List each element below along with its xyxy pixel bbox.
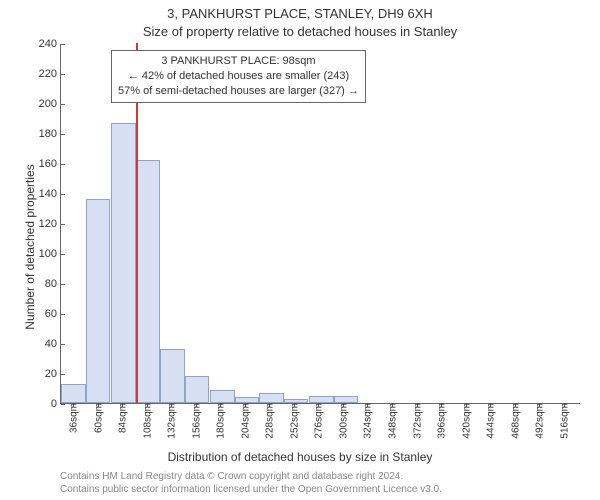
x-tick: 324sqm: [361, 403, 374, 439]
x-tick: 468sqm: [508, 403, 521, 439]
y-tick: 60: [23, 308, 61, 320]
chart-title-line1: 3, PANKHURST PLACE, STANLEY, DH9 6XH: [0, 6, 600, 21]
y-tick: 120: [23, 218, 61, 230]
y-tick: 200: [23, 98, 61, 110]
histogram-bar: [259, 393, 284, 404]
y-tick: 20: [23, 368, 61, 380]
histogram-bar: [160, 349, 185, 403]
attribution-line1: Contains HM Land Registry data © Crown c…: [60, 471, 442, 484]
x-axis-label: Distribution of detached houses by size …: [0, 450, 600, 464]
histogram-bar: [61, 384, 86, 404]
histogram-bar: [284, 399, 309, 404]
attribution-line2: Contains public sector information licen…: [60, 484, 442, 497]
y-tick: 140: [23, 188, 61, 200]
x-tick: 60sqm: [91, 403, 104, 433]
annotation-line: 3 PANKHURST PLACE: 98sqm: [118, 54, 359, 69]
x-tick: 516sqm: [557, 403, 570, 439]
x-tick: 276sqm: [312, 403, 325, 439]
histogram-bar: [210, 390, 235, 404]
annotation-line: 57% of semi-detached houses are larger (…: [118, 84, 359, 99]
x-tick: 492sqm: [533, 403, 546, 439]
y-tick: 80: [23, 278, 61, 290]
histogram-bar: [185, 376, 210, 403]
histogram-bar: [111, 123, 136, 404]
x-tick: 132sqm: [165, 403, 178, 439]
y-tick: 160: [23, 158, 61, 170]
x-tick: 84sqm: [116, 403, 129, 433]
histogram-bar: [86, 199, 111, 403]
x-tick: 300sqm: [336, 403, 349, 439]
attribution-text: Contains HM Land Registry data © Crown c…: [60, 471, 442, 496]
x-tick: 396sqm: [435, 403, 448, 439]
x-tick: 348sqm: [386, 403, 399, 439]
histogram-chart: 3, PANKHURST PLACE, STANLEY, DH9 6XH Siz…: [0, 0, 600, 500]
y-tick: 100: [23, 248, 61, 260]
x-tick: 204sqm: [238, 403, 251, 439]
x-tick: 180sqm: [214, 403, 227, 439]
annotation-box: 3 PANKHURST PLACE: 98sqm← 42% of detache…: [111, 50, 366, 103]
x-tick: 372sqm: [410, 403, 423, 439]
y-tick: 220: [23, 68, 61, 80]
histogram-bar: [334, 396, 359, 404]
histogram-bar: [309, 396, 334, 404]
y-tick: 180: [23, 128, 61, 140]
x-tick: 252sqm: [287, 403, 300, 439]
histogram-bar: [235, 397, 260, 403]
x-tick: 108sqm: [140, 403, 153, 439]
chart-title-line2: Size of property relative to detached ho…: [0, 24, 600, 39]
y-tick: 240: [23, 38, 61, 50]
annotation-line: ← 42% of detached houses are smaller (24…: [118, 69, 359, 84]
plot-area: 02040608010012014016018020022024036sqm60…: [60, 44, 580, 404]
histogram-bar: [136, 160, 161, 403]
x-tick: 156sqm: [189, 403, 202, 439]
y-tick: 0: [23, 398, 61, 410]
x-tick: 36sqm: [67, 403, 80, 433]
x-tick: 228sqm: [263, 403, 276, 439]
y-tick: 40: [23, 338, 61, 350]
x-tick: 420sqm: [459, 403, 472, 439]
x-tick: 444sqm: [484, 403, 497, 439]
